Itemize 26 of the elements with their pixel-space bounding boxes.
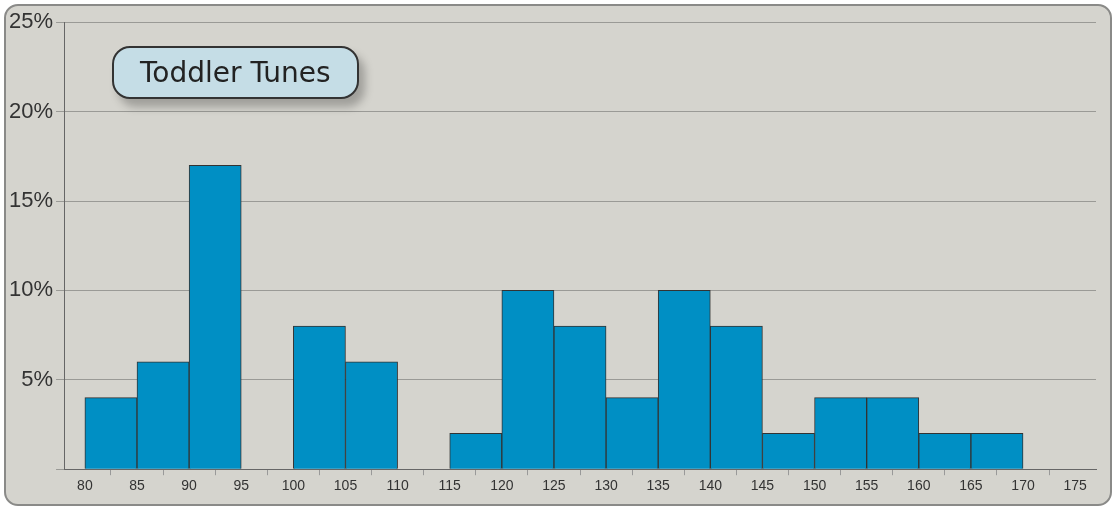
x-tick-label: 95 — [233, 477, 250, 494]
x-tick-label: 140 — [698, 477, 723, 494]
x-tick-label: 150 — [802, 477, 827, 494]
y-tick-label: 20% — [8, 97, 54, 123]
y-tick-label: 15% — [8, 187, 54, 213]
x-tick-label: 100 — [281, 477, 306, 494]
x-tick-label: 85 — [129, 477, 145, 494]
x-tick-label: 175 — [1063, 477, 1088, 494]
x-tick-label: 115 — [438, 477, 462, 494]
x-tick-label: 130 — [594, 477, 618, 494]
x-tick-label: 110 — [386, 477, 409, 494]
y-tick-label: 25% — [8, 8, 54, 34]
x-tick-label: 90 — [181, 477, 198, 494]
x-tick-label: 170 — [1011, 477, 1035, 494]
x-tick-label: 105 — [333, 477, 358, 494]
y-tick-label: 10% — [8, 276, 54, 302]
x-tick-label: 80 — [77, 477, 93, 494]
x-tick-label: 125 — [542, 477, 566, 494]
x-tick-label: 160 — [907, 477, 931, 494]
y-tick-label: 5% — [21, 365, 54, 391]
x-tick-label: 145 — [750, 477, 775, 494]
x-tick-label: 155 — [854, 477, 879, 494]
x-tick-label: 165 — [959, 477, 983, 494]
x-tick-label: 120 — [490, 477, 514, 494]
text: Toddler Tunes — [112, 46, 359, 99]
x-tick-label: 135 — [646, 477, 671, 494]
